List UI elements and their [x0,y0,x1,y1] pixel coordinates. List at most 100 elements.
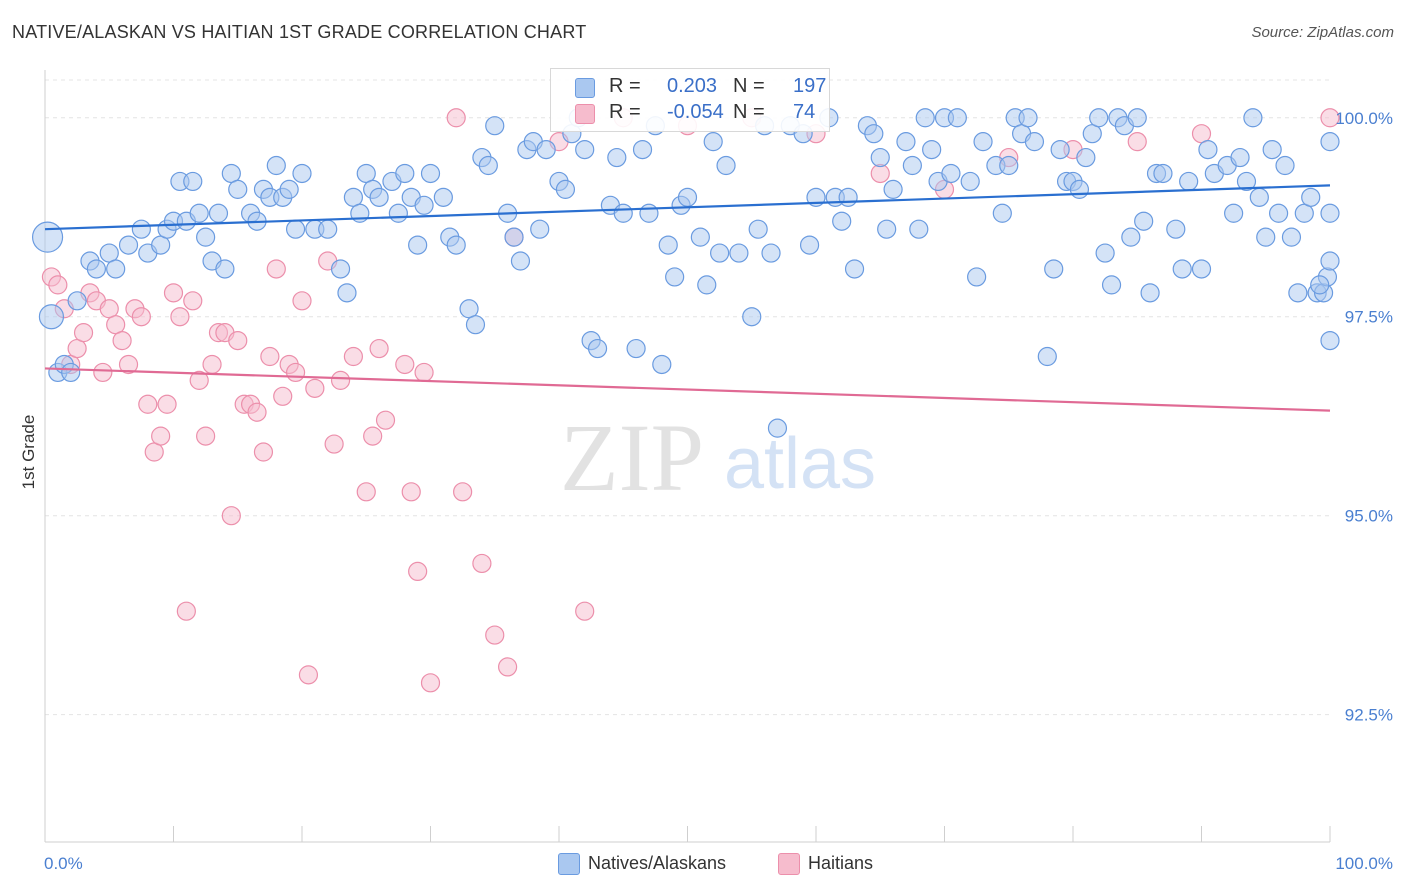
native-point [1095,243,1115,263]
native-point [189,203,209,223]
native-point [1044,259,1064,279]
axes [44,70,1331,843]
native-point [279,179,299,199]
haitian-point [1191,124,1212,144]
native-point [433,187,453,207]
y-tick-label: 100.0% [1335,109,1393,128]
native-point [632,139,653,160]
native-point [1320,132,1340,152]
native-point [941,163,961,184]
haitian-point [472,553,492,574]
haitian-point [176,601,196,621]
haitian-point [144,442,164,462]
bottom-legend-label-haitians: Haitians [808,853,874,873]
native-point [1294,203,1314,223]
y-axis-label: 1st Grade [19,415,38,490]
native-point [844,259,865,279]
haitian-point [163,283,184,303]
haitian-point [196,426,216,446]
haitian-point [93,362,113,383]
native-point [1101,275,1122,295]
native-point [967,267,987,287]
native-point [799,235,820,255]
haitian-point [221,506,241,526]
native-point [555,179,576,199]
haitian-point [420,673,441,693]
native-point [131,219,151,239]
native-point [183,171,203,192]
native-point [877,219,897,239]
native-point [1224,203,1244,223]
native-point [61,362,81,383]
native-point [395,163,415,184]
native-point [266,155,286,176]
native-point [1069,179,1090,199]
haitian-point [273,386,293,406]
native-point [510,251,531,271]
chart-title: NATIVE/ALASKAN VS HAITIAN 1ST GRADE CORR… [12,22,587,42]
x-tick-label: 100.0% [1335,854,1393,873]
native-point [677,187,698,207]
native-point [1127,108,1147,128]
native-point [1320,330,1340,351]
native-point [690,227,710,247]
haitian-point [112,330,132,351]
native-point [1301,187,1321,207]
native-point [1024,132,1045,152]
native-point [575,139,595,160]
haitian-point [414,362,434,383]
stats-legend: R = 0.203 N = 197 R = -0.054 N = 74 [550,68,830,132]
native-point [337,283,357,303]
haitian-point [183,291,203,311]
native-point [716,155,736,176]
haitian-point [118,354,139,375]
natives-alaskans-points [31,108,1340,438]
native-point [697,275,717,295]
haitian-point [228,330,248,351]
native-point [1236,171,1257,192]
haitian-point [99,299,119,319]
native-point [742,307,762,327]
native-point [1179,171,1199,192]
native-point [1089,108,1109,128]
native-point [459,299,479,319]
native-point [922,139,942,160]
native-point [870,147,890,168]
watermark: ZIP atlas [560,404,876,511]
native-point [86,259,107,279]
native-point [626,338,646,359]
haitian-point [356,482,376,502]
haitian-point [324,434,344,454]
y-tick-label: 97.5% [1345,308,1393,327]
haitian-point [73,323,94,343]
haitians-trend-line [44,367,1331,412]
native-point [1134,211,1154,231]
native-point [530,219,550,239]
native-point [67,291,87,311]
native-point [31,221,64,253]
y-tick-label: 92.5% [1345,706,1393,725]
haitian-point [498,657,518,677]
native-point [1166,219,1186,239]
native-point [1288,283,1308,303]
native-point [960,171,980,192]
native-point [228,179,248,199]
native-point [992,203,1012,223]
bottom-legend-swatch-haitians [778,853,800,875]
native-point [838,187,858,207]
native-point [38,304,65,330]
watermark-zip: ZIP [560,404,704,511]
native-point [1082,124,1102,144]
native-point [318,219,338,239]
haitian-point [106,315,126,335]
haitian-point [305,378,325,398]
y-tick-label: 95.0% [1345,507,1393,526]
tick-labels: 92.5% 95.0% 97.5% 100.0% 0.0% 100.0% [44,109,1393,873]
native-point [896,132,916,152]
legend-swatch-haitians [575,104,595,124]
legend-n-label: N = [733,101,765,123]
bottom-legend-swatch-natives [558,853,580,875]
native-point [1121,227,1141,247]
native-point [613,203,633,223]
